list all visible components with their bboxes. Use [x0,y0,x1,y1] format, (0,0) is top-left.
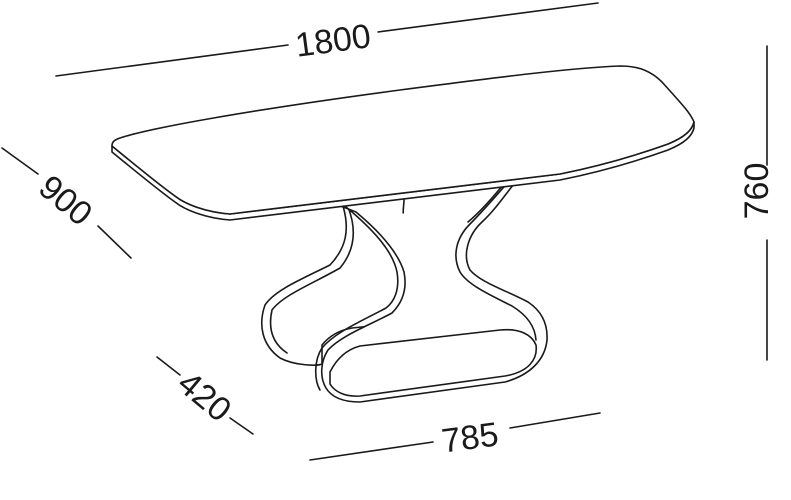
base-front-ribbon-inner-right [329,328,537,397]
dimension-line-base-length-right [509,412,601,429]
dimension-line-base-length-left [309,441,434,461]
base-front-ribbon-outer [320,179,548,403]
dimension-label-base-length: 785 [440,415,501,460]
dimension-width: 900 [1,147,132,259]
dimension-base-depth: 420 [156,356,254,435]
base-back-ribbon-inner [269,206,355,354]
base-front-ribbon-inner [314,206,399,391]
table-base [261,179,548,403]
dimension-line-length-right [377,2,599,33]
dimension-label-width: 900 [31,168,99,234]
table-top-surface [111,65,695,215]
table-top [111,65,695,221]
dimension-height: 760 [738,45,776,361]
dimension-length: 1800 [55,2,599,77]
dimension-line-length-left [55,44,289,77]
dimension-line-base-depth-top [156,356,181,376]
dimension-label-height: 760 [738,163,776,220]
dimension-label-length: 1800 [293,17,373,65]
dimension-label-base-depth: 420 [170,364,238,430]
dimension-line-width-bottom [97,225,132,259]
dimension-line-base-depth-bottom [229,417,254,435]
dimension-line-width-top [1,147,39,175]
dimension-base-length: 785 [309,412,601,461]
base-front-ribbon-inner-upright [455,180,537,341]
